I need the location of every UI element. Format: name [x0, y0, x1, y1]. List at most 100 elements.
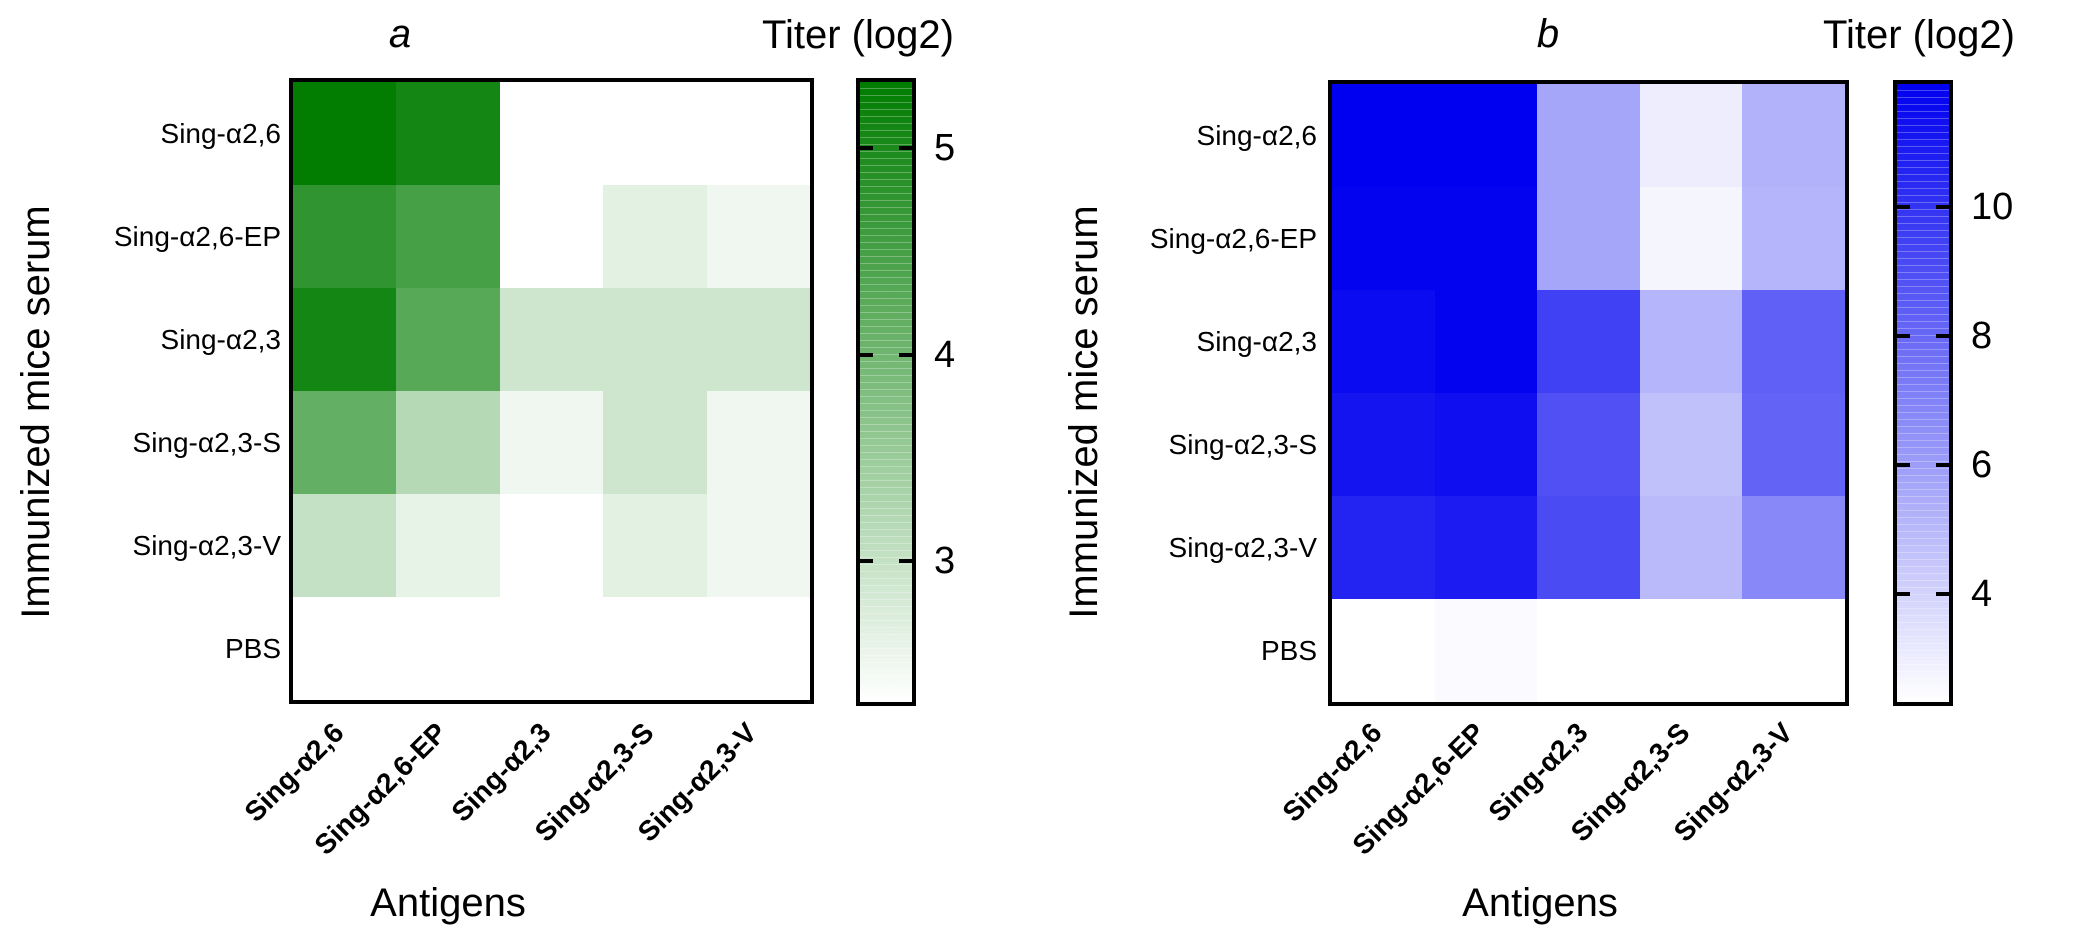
colorbar-tick-mark [1936, 333, 1949, 338]
heatmap-cell [1332, 496, 1435, 599]
row-label: Sing-α2,3 [160, 323, 281, 355]
colorbar-tick-mark [1936, 591, 1949, 596]
heatmap-cell [1434, 290, 1538, 393]
heatmap-cell [1742, 496, 1845, 599]
panel-b-heatmap [1328, 80, 1849, 706]
panel-a-colorbar [856, 78, 916, 706]
row-label: Sing-α2,6-EP [113, 220, 281, 252]
colorbar-tick-mark [1897, 205, 1910, 210]
heatmap-cell [499, 494, 604, 597]
heatmap-cell [396, 597, 500, 700]
row-label: Sing-α2,3-V [1168, 531, 1317, 563]
heatmap-cell [603, 82, 707, 185]
heatmap-cell [293, 288, 397, 391]
heatmap-cell [1742, 290, 1845, 393]
colorbar-tick-mark [1936, 462, 1949, 467]
heatmap-cell [396, 288, 500, 391]
colorbar-tick-mark [1897, 591, 1910, 596]
heatmap-cell [603, 185, 707, 288]
colorbar-tick-mark [899, 352, 912, 357]
heatmap-cell [706, 185, 810, 288]
panel-b-title: b [1536, 12, 1560, 56]
heatmap-cell [1332, 187, 1435, 290]
heatmap-cell [293, 185, 397, 288]
heatmap-cell [499, 82, 604, 185]
heatmap-cell [1537, 187, 1640, 290]
heatmap-cell [1537, 290, 1640, 393]
colorbar-tick-label: 8 [1971, 314, 1993, 357]
row-label: PBS [224, 632, 281, 664]
heatmap-cell [1537, 84, 1640, 187]
heatmap-cell [603, 494, 707, 597]
heatmap-cell [706, 82, 810, 185]
colorbar-tick-mark [1936, 205, 1949, 210]
heatmap-cell [293, 494, 397, 597]
heatmap-cell [1742, 393, 1845, 496]
colorbar-tick-label: 6 [1971, 443, 1993, 486]
colorbar-tick-label: 10 [1971, 186, 2014, 229]
panel-a-colorbar-title: Titer (log2) [762, 13, 954, 57]
heatmap-cell [1434, 393, 1538, 496]
heatmap-cell [1742, 187, 1845, 290]
colorbar-tick-label: 5 [934, 127, 956, 170]
colorbar-tick-mark [1897, 462, 1910, 467]
heatmap-cell [603, 391, 707, 494]
heatmap-cell [1639, 187, 1743, 290]
heatmap-cell [1742, 84, 1845, 187]
heatmap-cell [603, 288, 707, 391]
row-label: Sing-α2,6 [160, 117, 281, 149]
heatmap-cell [396, 391, 500, 494]
heatmap-cell [706, 597, 810, 700]
row-label: Sing-α2,6-EP [1149, 222, 1317, 254]
row-label: PBS [1260, 634, 1317, 666]
heatmap-cell [1434, 84, 1538, 187]
heatmap-cell [1639, 496, 1743, 599]
heatmap-cell [706, 391, 810, 494]
heatmap-cell [1639, 290, 1743, 393]
heatmap-cell [1434, 187, 1538, 290]
row-label: Sing-α2,3-S [132, 426, 281, 458]
heatmap-cell [396, 82, 500, 185]
colorbar-tick-mark [899, 146, 912, 151]
panel-a-x-axis-label: Antigens [370, 881, 526, 925]
panel-b-x-axis-label: Antigens [1462, 881, 1618, 925]
heatmap-cell [293, 391, 397, 494]
heatmap-cell [603, 597, 707, 700]
heatmap-cell [1537, 496, 1640, 599]
colorbar-tick-label: 4 [1971, 572, 1993, 615]
panel-a-title: a [388, 12, 412, 56]
colorbar-tick-mark [860, 559, 873, 564]
panel-b-colorbar [1893, 80, 1953, 706]
heatmap-cell [499, 391, 604, 494]
heatmap-cell [1639, 393, 1743, 496]
colorbar-tick-mark [860, 146, 873, 151]
heatmap-cell [1742, 599, 1845, 702]
row-label: Sing-α2,3-V [132, 529, 281, 561]
heatmap-cell [1434, 496, 1538, 599]
colorbar-tick-mark [860, 352, 873, 357]
heatmap-cell [1332, 393, 1435, 496]
heatmap-cell [1332, 599, 1435, 702]
heatmap-cell [1434, 599, 1538, 702]
heatmap-cell [499, 185, 604, 288]
colorbar-tick-mark [899, 559, 912, 564]
heatmap-cell [1537, 393, 1640, 496]
heatmap-cell [1639, 84, 1743, 187]
heatmap-cell [1332, 84, 1435, 187]
row-label: Sing-α2,3 [1196, 325, 1317, 357]
heatmap-cell [1332, 290, 1435, 393]
panel-b-colorbar-title: Titer (log2) [1823, 13, 2015, 57]
heatmap-cell [1537, 599, 1640, 702]
heatmap-cell [1639, 599, 1743, 702]
row-label: Sing-α2,3-S [1168, 428, 1317, 460]
heatmap-cell [499, 288, 604, 391]
colorbar-tick-label: 4 [934, 333, 956, 376]
heatmap-cell [396, 494, 500, 597]
row-label: Sing-α2,6 [1196, 119, 1317, 151]
colorbar-tick-mark [1897, 333, 1910, 338]
heatmap-cell [706, 494, 810, 597]
colorbar-tick-label: 3 [934, 540, 956, 583]
panel-a-heatmap [289, 78, 814, 704]
heatmap-cell [293, 82, 397, 185]
